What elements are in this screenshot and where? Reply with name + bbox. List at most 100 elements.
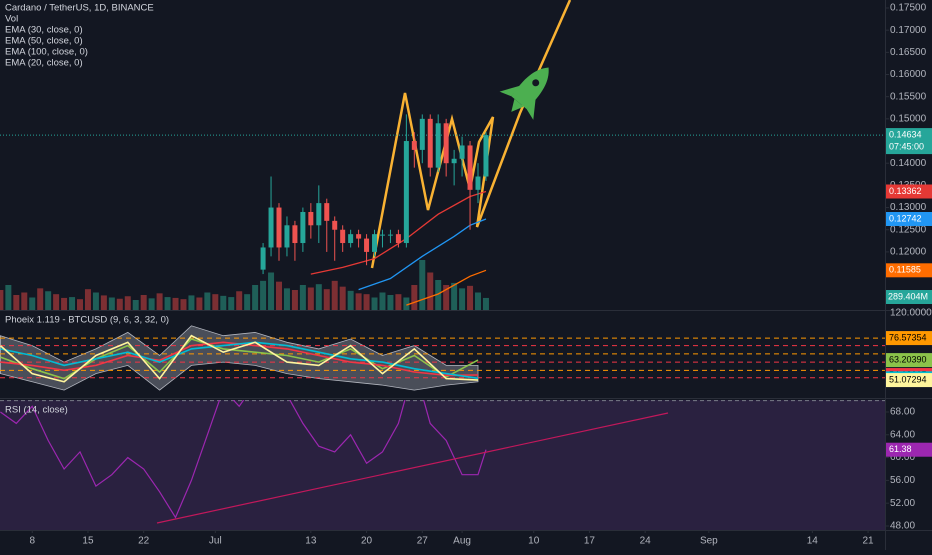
volume-bar [244, 294, 251, 310]
volume-bar [427, 272, 434, 310]
volume-bar [355, 293, 362, 310]
x-tick-label: 8 [29, 536, 35, 547]
volume-bar [371, 297, 378, 310]
candle-body [340, 229, 346, 244]
volume-bar [45, 291, 52, 310]
ema-line [358, 218, 487, 291]
volume-bar [132, 300, 139, 310]
y-tick-label: 0.16000 [890, 69, 927, 80]
volume-bar [69, 297, 76, 310]
y-tick-label: 0.15500 [890, 91, 927, 102]
legend-entry: EMA (30, close, 0) [5, 25, 83, 36]
volume-tag [886, 290, 932, 304]
rsi-title: RSI (14, close) [5, 405, 68, 416]
volume-bar [435, 280, 442, 310]
volume-bar [29, 297, 36, 310]
candle-body [300, 211, 306, 244]
candle-body [364, 238, 370, 252]
y-tick-label: 0.13000 [890, 202, 927, 213]
volume-bar [164, 297, 171, 310]
y-tick-label: 60.00 [890, 452, 915, 463]
volume-bar [61, 297, 68, 310]
candle-body [483, 135, 489, 177]
x-tick-label: Sep [700, 536, 718, 547]
x-tick-label: 21 [862, 536, 874, 547]
candle-body [395, 234, 401, 244]
volume-bar [0, 290, 4, 310]
candle-body [459, 145, 465, 159]
price-tag-label: 76.57354 [889, 332, 927, 342]
legend-entry: EMA (20, close, 0) [5, 58, 83, 69]
oscillator-line [0, 334, 479, 383]
oscillator-pane [0, 325, 885, 391]
volume-bar [37, 288, 44, 310]
x-tick-label: 15 [82, 536, 94, 547]
volume-bar [331, 280, 338, 310]
x-tick-label: 24 [640, 536, 652, 547]
volume-bar [268, 272, 275, 310]
candle-body [467, 145, 473, 190]
x-tick-label: 13 [305, 536, 317, 547]
volume-bar [419, 260, 426, 310]
x-tick-label: 22 [138, 536, 150, 547]
legend-entry: EMA (100, close, 0) [5, 47, 88, 58]
volume-bar [459, 288, 466, 310]
price-tag [886, 442, 932, 457]
volume-bar [156, 293, 163, 310]
ema-line [406, 269, 487, 306]
volume-bar [100, 295, 107, 310]
volume-bar [76, 299, 83, 310]
volume-bar [379, 292, 386, 310]
candle-body [348, 234, 354, 244]
candle-body [308, 211, 314, 226]
candle-body [324, 203, 330, 221]
x-tick-label: 27 [417, 536, 429, 547]
candle-body [411, 141, 417, 150]
y-tick-label: 0.15000 [890, 113, 927, 124]
volume-bar [443, 285, 450, 310]
candle-body [284, 225, 290, 248]
y-tick-label: 0.17500 [890, 3, 927, 14]
price-tag-label: 0.13362 [889, 186, 922, 196]
x-tick-label: 20 [361, 536, 373, 547]
candle-body [451, 158, 457, 164]
chart-title: Cardano / TetherUS, 1D, BINANCE [5, 3, 154, 14]
candle-body [475, 176, 481, 190]
volume-tag-label: 289.404M [888, 291, 928, 301]
volume-bar [395, 294, 402, 310]
price-tag [886, 353, 932, 368]
price-tag [886, 128, 932, 155]
volume-bar [108, 297, 115, 310]
y-tick-label: 0.16500 [890, 47, 927, 58]
candle-body [268, 207, 274, 248]
volume-bar [84, 289, 91, 310]
volume-bar [347, 290, 354, 310]
rocket-icon [499, 67, 549, 120]
candle-body [276, 207, 282, 248]
volume-bar [482, 297, 489, 310]
volume-bar [228, 297, 235, 310]
candle-body [435, 123, 441, 168]
volume-bar [53, 294, 60, 310]
y-tick-label: 52.00 [890, 498, 915, 509]
volume-bar [148, 298, 155, 310]
volume-bar [339, 286, 346, 310]
price-tag-label: 63.20390 [889, 354, 927, 364]
x-tick-label: 14 [807, 536, 819, 547]
price-pane [0, 0, 885, 310]
y-tick-label: 0.12000 [890, 247, 927, 258]
candle-body [379, 234, 385, 236]
candle-body [403, 141, 409, 244]
y-tick-label: 0.14000 [890, 158, 927, 169]
y-tick-label: 48.00 [890, 521, 915, 532]
candle-body [372, 234, 378, 252]
volume-bar [315, 284, 322, 310]
volume-bar [220, 295, 227, 310]
price-tag-label: 0.12742 [889, 213, 922, 223]
volume-bar [291, 290, 298, 310]
candle-body [316, 203, 322, 226]
price-tag-label: 0.11585 [889, 265, 921, 275]
x-tick-label: Aug [453, 536, 471, 547]
